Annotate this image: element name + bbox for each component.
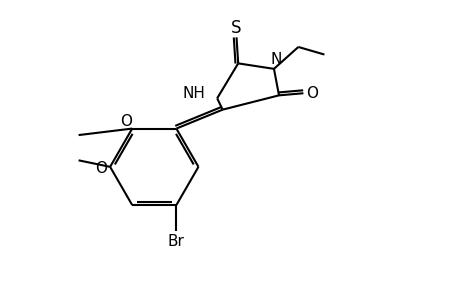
Text: N: N bbox=[270, 52, 281, 67]
Text: O: O bbox=[305, 86, 317, 101]
Text: O: O bbox=[95, 161, 106, 176]
Text: S: S bbox=[231, 19, 241, 37]
Text: Br: Br bbox=[168, 234, 185, 249]
Text: O: O bbox=[120, 113, 132, 128]
Text: NH: NH bbox=[183, 86, 205, 101]
